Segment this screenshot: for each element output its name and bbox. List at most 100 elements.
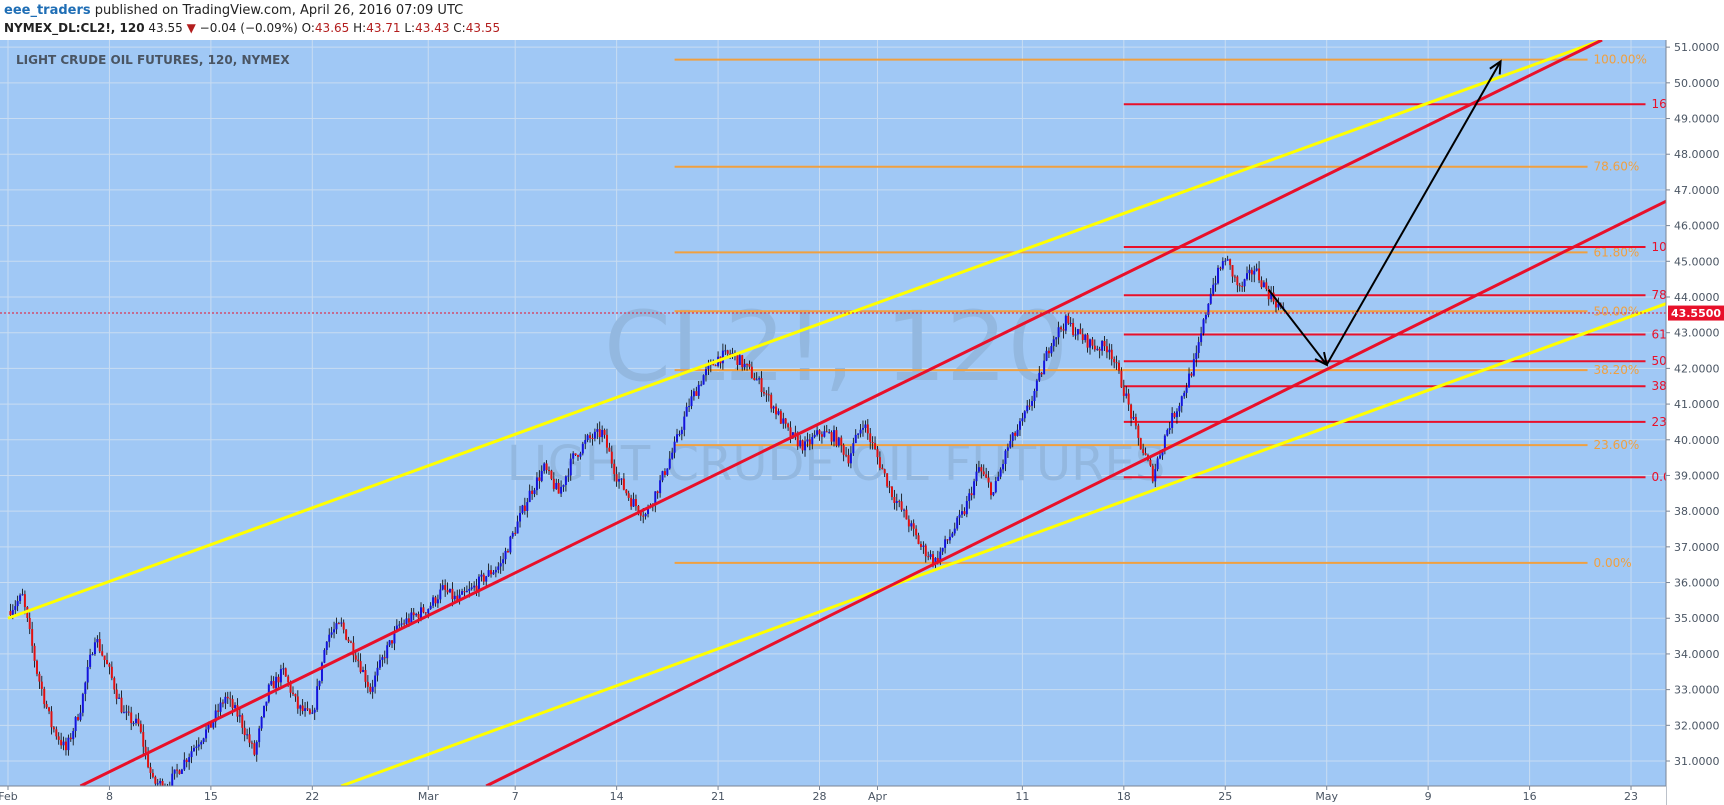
- candle-body: [1043, 360, 1046, 375]
- high-value: 43.71: [366, 21, 401, 35]
- trend-channel-line[interactable]: [79, 40, 1603, 788]
- candle-body: [393, 630, 396, 644]
- candle-body: [270, 681, 273, 685]
- candle-body: [369, 686, 372, 692]
- candle-body: [147, 752, 150, 768]
- candle-body: [907, 519, 910, 527]
- candle-body: [668, 458, 671, 469]
- time-tick-label: 8: [106, 790, 113, 803]
- candle-body: [159, 781, 162, 784]
- candle-body: [103, 655, 106, 661]
- candle-body: [263, 705, 266, 718]
- candle-body: [538, 477, 541, 481]
- candle-body: [683, 416, 686, 430]
- arrowhead-icon: [1489, 59, 1502, 75]
- candle-body: [188, 757, 191, 763]
- candle-body: [1243, 279, 1246, 287]
- change-down-icon: ▼: [186, 21, 196, 35]
- trend-channel-line[interactable]: [340, 299, 1676, 788]
- candle-body: [386, 645, 389, 659]
- projection-arrows[interactable]: [1267, 59, 1502, 367]
- fib-orange-level-label: 100.00%: [1594, 53, 1647, 67]
- projection-arrow-line[interactable]: [1267, 289, 1328, 366]
- candle-body: [1233, 276, 1236, 278]
- candle-body: [1031, 400, 1034, 406]
- candle-body: [272, 681, 275, 689]
- candle-body: [461, 591, 464, 595]
- candle-body: [328, 634, 331, 642]
- price-chart[interactable]: CL2!, 120 LIGHT CRUDE OIL FUTURES 0.00%2…: [0, 40, 1724, 805]
- candle-body: [1105, 346, 1108, 353]
- open-label: O:: [301, 21, 315, 35]
- candle-body: [835, 430, 838, 446]
- candle-body: [33, 645, 36, 661]
- price-tick-label: 51.0000: [1674, 41, 1720, 54]
- candle-body: [794, 432, 797, 436]
- price-axis-ticks: 31.0000 32.0000 33.0000 34.0000 35.0000 36.00…: [1666, 41, 1720, 768]
- candle-body: [639, 512, 642, 516]
- candle-body: [874, 443, 877, 450]
- time-axis[interactable]: [0, 786, 1666, 805]
- candle-body: [936, 557, 939, 562]
- candle-body: [279, 669, 282, 683]
- candle-body: [876, 449, 879, 458]
- candle-body: [347, 639, 350, 642]
- candle-body: [801, 440, 804, 451]
- price-tick-label: 33.0000: [1674, 684, 1720, 697]
- candle-body: [311, 712, 314, 714]
- candle-body: [1055, 337, 1058, 340]
- candle-body: [1076, 329, 1079, 335]
- candle-body: [11, 609, 14, 615]
- candle-body: [255, 742, 258, 755]
- candle-body: [992, 492, 995, 496]
- candle-body: [296, 696, 299, 709]
- trend-channel-line[interactable]: [7, 40, 1603, 620]
- candle-body: [1238, 285, 1241, 287]
- price-tick-label: 48.0000: [1674, 148, 1720, 161]
- author-link[interactable]: eee_traders: [4, 3, 91, 18]
- candle-body: [38, 673, 41, 682]
- time-tick-label: 9: [1425, 790, 1432, 803]
- candle-body: [1060, 327, 1063, 330]
- price-tick-label: 40.0000: [1674, 434, 1720, 447]
- candle-body: [637, 505, 640, 513]
- candle-body: [357, 659, 360, 662]
- price-axis[interactable]: [1666, 40, 1724, 805]
- candle-body: [74, 717, 77, 732]
- candle-body: [400, 623, 403, 625]
- candle-body: [1035, 380, 1038, 392]
- candle-body: [1122, 387, 1125, 396]
- price-tick-label: 36.0000: [1674, 577, 1720, 590]
- trend-channels[interactable]: [7, 40, 1676, 788]
- time-tick-label: Apr: [868, 790, 888, 803]
- candle-body: [999, 469, 1002, 477]
- price-tick-label: 42.0000: [1674, 362, 1720, 375]
- candle-body: [352, 642, 355, 656]
- candle-body: [429, 605, 432, 610]
- candle-body: [1072, 322, 1075, 335]
- candle-body: [1006, 447, 1009, 451]
- candle-body: [185, 759, 188, 763]
- candle-body: [982, 471, 985, 475]
- candle-body: [927, 556, 930, 558]
- trend-channel-line[interactable]: [485, 195, 1676, 788]
- candle-body: [608, 447, 611, 452]
- projection-arrow-line[interactable]: [1325, 60, 1502, 366]
- candle-body: [572, 453, 575, 459]
- candle-body: [765, 393, 768, 395]
- candle-body: [910, 523, 913, 527]
- candle-body: [726, 350, 729, 354]
- candle-body: [721, 350, 724, 364]
- candle-body: [555, 482, 558, 489]
- candle-body: [816, 430, 819, 435]
- candle-body: [724, 350, 727, 352]
- candle-body: [1089, 339, 1092, 348]
- candle-body: [420, 607, 422, 619]
- candle-body: [567, 475, 570, 477]
- candle-body: [847, 455, 850, 464]
- candle-body: [335, 623, 338, 630]
- candle-body: [1004, 450, 1007, 465]
- candle-body: [364, 669, 367, 682]
- candle-body: [9, 611, 12, 615]
- symbol-interval[interactable]: NYMEX_DL:CL2!, 120: [4, 21, 145, 35]
